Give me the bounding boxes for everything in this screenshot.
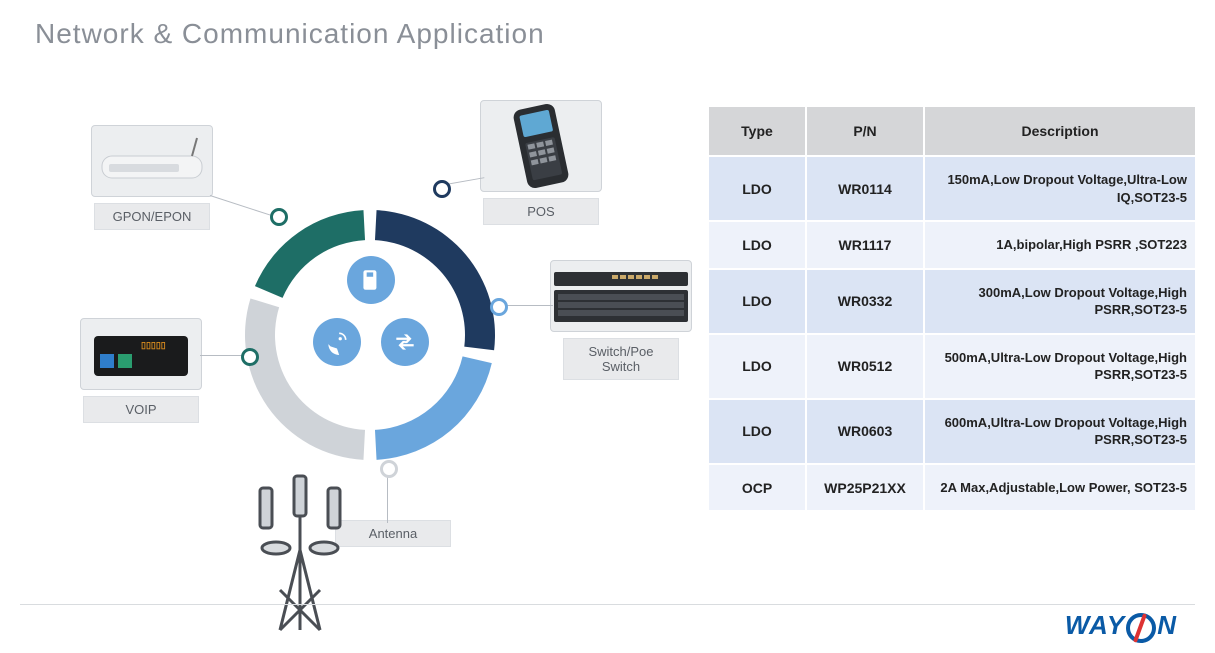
connector-line [200,355,245,356]
node-label-switch: Switch/Poe Switch [563,338,679,380]
cell-desc: 600mA,Ultra-Low Dropout Voltage,High PSR… [924,399,1196,464]
node-voip: ▯▯▯▯▯ VOIP [80,318,202,423]
cell-pn: WR0332 [806,269,924,334]
cell-desc: 500mA,Ultra-Low Dropout Voltage,High PSR… [924,334,1196,399]
connector-dot-switch [490,298,508,316]
cell-type: LDO [708,269,806,334]
col-type: Type [708,106,806,156]
logo-text-left: WAY [1065,610,1125,641]
antenna-illustration [240,470,360,640]
table-row: LDOWR0332300mA,Low Dropout Voltage,High … [708,269,1196,334]
table-row: LDOWR0603600mA,Ultra-Low Dropout Voltage… [708,399,1196,464]
table-row: LDOWR0114150mA,Low Dropout Voltage,Ultra… [708,156,1196,221]
svg-text:▯▯▯▯▯: ▯▯▯▯▯ [141,340,166,350]
application-diagram: GPON/EPON POS ▯▯▯▯▯ VOIP Switch/Poe Swit… [35,80,685,580]
table-row: OCPWP25P21XX2A Max,Adjustable,Low Power,… [708,464,1196,512]
switch-device-image [550,260,692,332]
terminal-icon [347,256,395,304]
ring-svg [235,200,505,470]
voip-device-image: ▯▯▯▯▯ [80,318,202,390]
cell-pn: WR0603 [806,399,924,464]
node-label-gpon: GPON/EPON [94,203,210,230]
connector-dot-gpon [270,208,288,226]
cell-desc: 150mA,Low Dropout Voltage,Ultra-Low IQ,S… [924,156,1196,221]
logo-o-icon [1126,613,1156,643]
footer-divider [20,604,1195,605]
ring-segment [375,356,492,459]
cell-pn: WR1117 [806,221,924,269]
cell-desc: 300mA,Low Dropout Voltage,High PSRR,SOT2… [924,269,1196,334]
node-gpon: GPON/EPON [91,125,213,230]
cell-pn: WR0512 [806,334,924,399]
cell-type: LDO [708,156,806,221]
table-body: LDOWR0114150mA,Low Dropout Voltage,Ultra… [708,156,1196,511]
logo-text-right: N [1157,610,1177,641]
table-row: LDOWR0512500mA,Ultra-Low Dropout Voltage… [708,334,1196,399]
cell-type: LDO [708,221,806,269]
cell-pn: WR0114 [806,156,924,221]
cell-type: LDO [708,399,806,464]
connector-dot-pos [433,180,451,198]
satellite-dish-icon [313,318,361,366]
cell-type: OCP [708,464,806,512]
connector-dot-voip [241,348,259,366]
network-switch-icon [381,318,429,366]
node-pos: POS [480,100,602,225]
node-label-pos: POS [483,198,599,225]
col-desc: Description [924,106,1196,156]
table-row: LDOWR11171A,bipolar,High PSRR ,SOT223 [708,221,1196,269]
node-switch: Switch/Poe Switch [550,260,692,380]
cell-pn: WP25P21XX [806,464,924,512]
wayon-logo: WAY N [1065,610,1177,641]
product-table: Type P/N Description LDOWR0114150mA,Low … [707,105,1197,512]
cell-desc: 2A Max,Adjustable,Low Power, SOT23-5 [924,464,1196,512]
cell-desc: 1A,bipolar,High PSRR ,SOT223 [924,221,1196,269]
connector-dot-antenna [380,460,398,478]
page-title: Network & Communication Application [35,18,545,50]
cell-type: LDO [708,334,806,399]
gpon-device-image [91,125,213,197]
node-label-voip: VOIP [83,396,199,423]
table-header: Type P/N Description [708,106,1196,156]
pos-device-image [480,100,602,192]
col-pn: P/N [806,106,924,156]
